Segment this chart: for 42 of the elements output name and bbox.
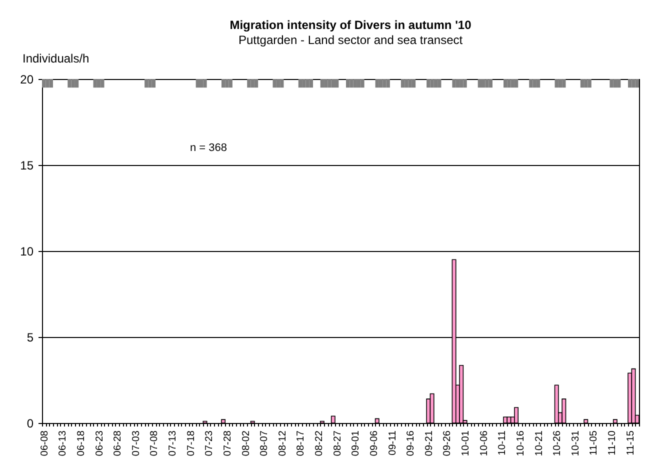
- x-tick-label: 11-15: [625, 430, 636, 456]
- x-tick-label: 08-12: [277, 430, 288, 456]
- x-tick-label: 09-21: [424, 430, 435, 456]
- y-tick-label: 0: [26, 416, 34, 430]
- x-tick-label: 06-28: [112, 430, 124, 456]
- x-tick-label: 07-13: [168, 430, 179, 456]
- x-tick-label: 09-26: [442, 430, 454, 456]
- x-tick-label: 09-01: [350, 430, 362, 456]
- x-tick-label: 06-13: [58, 430, 69, 456]
- x-tick-label: 10-21: [534, 430, 545, 456]
- chart-title: Migration intensity of Divers in autumn '10: [230, 18, 472, 32]
- x-tick-label: 07-23: [204, 430, 216, 456]
- y-tick-label: 15: [20, 158, 34, 172]
- annotation: n = 368: [190, 142, 228, 154]
- x-tick-label: 07-18: [186, 430, 197, 456]
- x-tick-label: 07-28: [222, 430, 234, 456]
- x-tick-label: 10-11: [497, 430, 508, 456]
- x-tick-label: 10-26: [552, 430, 564, 456]
- x-tick-label: 11-10: [607, 430, 618, 456]
- x-tick-label: 10-31: [570, 430, 582, 456]
- x-tick-label: 08-02: [240, 430, 252, 456]
- y-tick-label: 5: [26, 330, 34, 344]
- x-tick-label: 06-08: [39, 430, 50, 456]
- y-axis-title: Individuals/h: [22, 52, 90, 66]
- x-tick-label: 09-06: [368, 430, 380, 456]
- x-tick-label: 06-23: [94, 430, 106, 456]
- x-tick-label: 09-16: [406, 430, 417, 456]
- x-tick-label: 10-01: [460, 430, 472, 456]
- x-tick-label: 08-22: [314, 430, 326, 456]
- chart-subtitle: Puttgarden - Land sector and sea transect: [238, 33, 464, 47]
- x-tick-label: 08-27: [332, 430, 344, 456]
- x-tick-label: 07-08: [149, 430, 160, 456]
- x-tick-label: 07-03: [130, 430, 142, 456]
- x-tick-label: 10-06: [478, 430, 490, 456]
- x-tick-label: 08-17: [296, 430, 307, 456]
- x-tick-label: 06-18: [76, 430, 87, 456]
- y-tick-label: 10: [20, 244, 34, 258]
- x-tick-label: 08-07: [259, 430, 270, 456]
- x-tick-label: 10-16: [515, 430, 526, 456]
- x-tick-label: 09-11: [387, 430, 398, 456]
- y-tick-label: 20: [20, 72, 34, 86]
- x-tick-label: 11-05: [588, 430, 600, 456]
